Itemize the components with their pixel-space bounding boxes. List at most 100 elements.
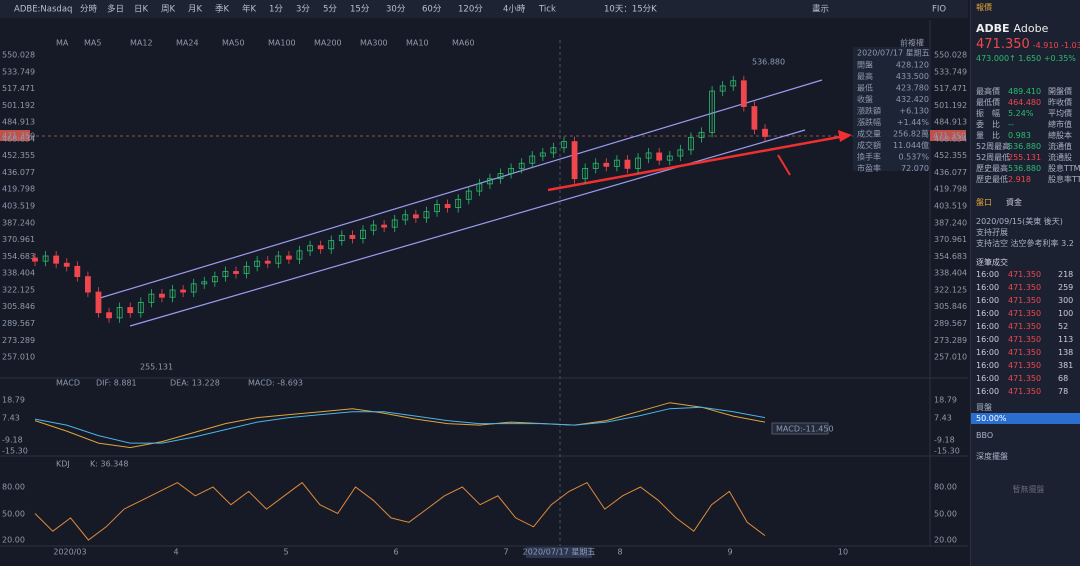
info-value: 72.070 bbox=[901, 164, 929, 173]
info-label: 成交額 bbox=[857, 140, 881, 150]
info-date: 2020/07/17 星期五 bbox=[857, 49, 930, 58]
channel-upper bbox=[99, 79, 823, 299]
toolbar-right: 畫示 bbox=[812, 4, 829, 15]
candle bbox=[84, 276, 91, 293]
stat-label: 委 比 bbox=[976, 120, 1000, 129]
period-tab[interactable]: 季K bbox=[215, 4, 230, 15]
y-tick-label-left: 452.355 bbox=[2, 151, 35, 160]
candle bbox=[254, 260, 261, 267]
period-tab[interactable]: 年K bbox=[242, 4, 257, 15]
ma-label: MA100 bbox=[268, 39, 296, 48]
info-value: 432.420 bbox=[896, 95, 929, 104]
info-value: 256.82萬 bbox=[893, 129, 929, 139]
info-value: 428.120 bbox=[896, 61, 929, 70]
period-tab[interactable]: 分時 bbox=[80, 5, 98, 15]
candle bbox=[317, 245, 324, 250]
y-tick-label: 550.028 bbox=[934, 51, 967, 60]
candle bbox=[370, 224, 377, 231]
period-tab[interactable]: 4小時 bbox=[503, 4, 526, 15]
y-tick-label-left: 419.798 bbox=[2, 185, 35, 194]
y-tick-label: 338.404 bbox=[934, 269, 967, 278]
stat-value: -- bbox=[1008, 120, 1014, 129]
candle bbox=[95, 291, 102, 314]
trade-row: 16:00 471.350 100 bbox=[971, 307, 1080, 320]
macd-tick: 18.79 bbox=[934, 396, 957, 405]
info-value: 423.780 bbox=[896, 84, 929, 93]
candle bbox=[550, 147, 557, 154]
period-tab[interactable]: 60分 bbox=[422, 5, 442, 15]
stat-value: 489.410 bbox=[1008, 87, 1042, 96]
trade-vol: 113 bbox=[1058, 335, 1074, 344]
period-tab[interactable]: 15分 bbox=[350, 5, 370, 15]
candle bbox=[42, 255, 49, 262]
indicator: MA bbox=[56, 39, 69, 48]
stat-value: 464.480 bbox=[1008, 98, 1042, 107]
trade-row: 16:00 471.350 52 bbox=[971, 320, 1080, 333]
y-tick-label-left: 501.192 bbox=[2, 101, 35, 110]
ma-label: MA200 bbox=[314, 39, 342, 48]
trend-arrow bbox=[547, 134, 846, 192]
buysell: 買盤 bbox=[976, 403, 992, 412]
macd-tick-left: -9.18 bbox=[2, 436, 23, 445]
y-tick-label: 387.240 bbox=[934, 218, 967, 227]
stat-row: 委 比 -- 總市值 bbox=[971, 119, 1080, 130]
trade-vol: 259 bbox=[1058, 283, 1074, 292]
candle bbox=[645, 152, 652, 159]
period-tab[interactable]: 120分 bbox=[458, 5, 483, 15]
period-tab[interactable]: Tick bbox=[538, 5, 556, 15]
trade-vol: 300 bbox=[1058, 296, 1074, 305]
stat-label: 最低價 bbox=[976, 98, 1000, 107]
x-tick-label: 10 bbox=[838, 548, 848, 557]
candle bbox=[222, 271, 229, 278]
trade-vol: 138 bbox=[1058, 348, 1074, 357]
period-tab[interactable]: 1分 bbox=[269, 5, 283, 15]
period-tab[interactable]: 月K bbox=[188, 5, 203, 15]
period-tab[interactable]: 30分 bbox=[386, 5, 406, 15]
toolbar-bg bbox=[0, 0, 968, 18]
period-tab[interactable]: 日K bbox=[134, 5, 149, 15]
trade-price: 471.350 bbox=[1008, 296, 1042, 305]
trades-title: 逐筆成交 bbox=[976, 258, 1008, 267]
support: 支持沽空 沽空參考利率 3.2 bbox=[976, 239, 1074, 248]
candle bbox=[137, 301, 144, 314]
candle bbox=[402, 214, 409, 221]
candle bbox=[656, 152, 663, 161]
period-tab[interactable]: 5分 bbox=[323, 5, 337, 15]
macd-dea: DEA: 13.228 bbox=[170, 379, 220, 388]
stat-value: 5.24% bbox=[1008, 109, 1034, 118]
y-tick-label-left: 533.749 bbox=[2, 67, 35, 76]
macd-tick-left: -15.30 bbox=[2, 447, 28, 456]
x-tick-label: 9 bbox=[727, 548, 732, 557]
candle bbox=[243, 265, 250, 274]
candle bbox=[211, 276, 218, 283]
stat-value: 0.983 bbox=[1008, 131, 1031, 140]
candle bbox=[592, 162, 599, 169]
range: 10天：15分K bbox=[604, 5, 657, 15]
candle bbox=[624, 159, 631, 169]
trade-vol: 218 bbox=[1058, 270, 1074, 279]
candle bbox=[286, 255, 292, 260]
y-tick-label: 468.634 bbox=[934, 134, 967, 143]
trade-price: 471.350 bbox=[1008, 322, 1042, 331]
candle bbox=[635, 157, 641, 169]
stat-label: 量 比 bbox=[976, 131, 1000, 140]
y-tick-label: 436.077 bbox=[934, 168, 967, 177]
trade-vol: 381 bbox=[1058, 361, 1074, 370]
info-value: 0.537% bbox=[898, 153, 929, 162]
stat-label2: 流通值 bbox=[1048, 142, 1072, 151]
candle bbox=[529, 155, 536, 164]
candle bbox=[740, 80, 747, 107]
period-tab[interactable]: 周K bbox=[161, 5, 176, 15]
trade-row: 16:00 471.350 68 bbox=[971, 372, 1080, 385]
y-tick-label: 403.519 bbox=[934, 202, 967, 211]
info-value: +6.130 bbox=[899, 107, 929, 116]
period-tab[interactable]: 3分 bbox=[296, 5, 310, 15]
period-tab[interactable]: 多日 bbox=[107, 4, 124, 15]
stat-value: 536.880 bbox=[1008, 142, 1042, 151]
candle bbox=[360, 229, 366, 239]
kdj-tick-left: 50.00 bbox=[2, 510, 25, 519]
after-hours: 473.000↑ 1.650 +0.35% bbox=[976, 54, 1076, 63]
y-tick-label: 533.749 bbox=[934, 67, 967, 76]
candle bbox=[74, 265, 81, 278]
